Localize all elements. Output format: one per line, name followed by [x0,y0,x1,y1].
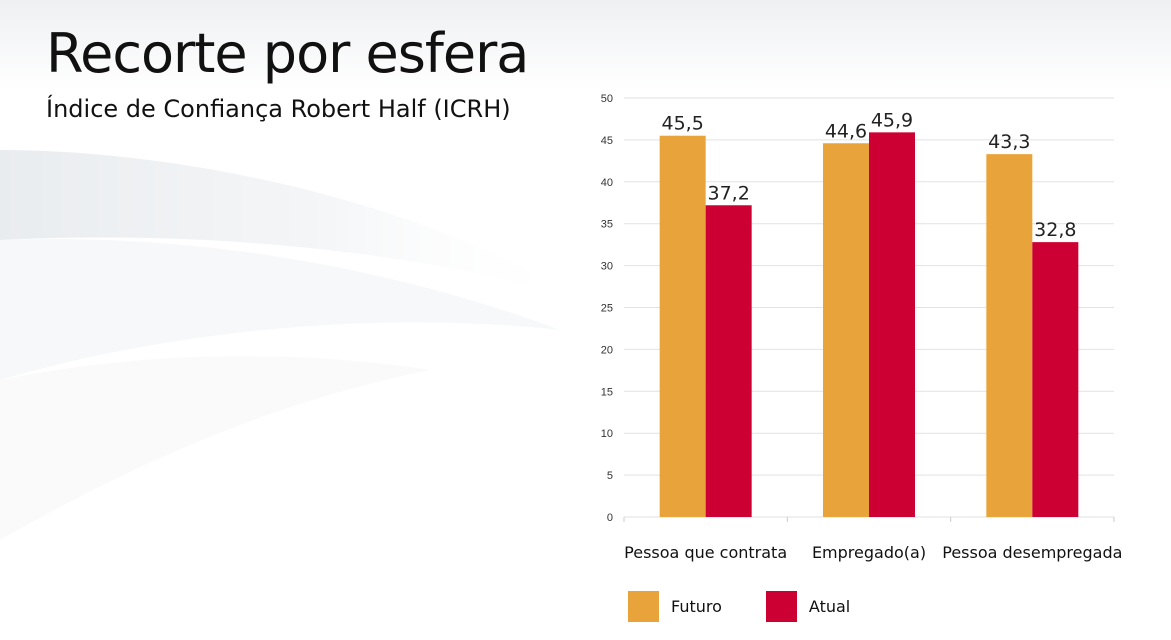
y-tick-label: 30 [601,261,613,273]
x-category-label: Empregado(a) [812,543,926,562]
data-label: 43,3 [988,131,1030,153]
legend-item-atual: Atual [765,591,851,622]
y-tick-label: 5 [607,470,613,482]
legend-label-atual: Atual [808,597,851,616]
bar-atual [705,205,752,518]
y-tick-label: 20 [601,344,613,356]
chart-legend: Futuro Atual [628,591,894,622]
data-label: 44,6 [825,120,867,142]
y-axis-ticks: 0 5 10 15 20 25 30 35 40 45 50 [601,93,613,524]
y-tick-label: 25 [601,303,613,315]
x-axis-categories: Pessoa que contrata Empregado(a) Pessoa de… [624,543,1122,562]
page-subtitle: Índice de Confiança Robert Half (ICRH) [46,95,511,123]
y-tick-label: 40 [601,177,613,189]
legend-swatch-futuro [628,591,659,622]
bar-futuro [659,135,706,517]
bar-atual [1032,242,1079,518]
data-label: 32,8 [1034,219,1076,241]
legend-swatch-atual [765,591,797,622]
y-tick-label: 45 [601,135,613,147]
y-tick-label: 50 [601,93,613,105]
y-tick-label: 15 [601,386,613,398]
bar-atual [869,132,915,517]
data-label: 45,5 [662,113,704,135]
page-title: Recorte por esfera [46,22,529,85]
data-label: 37,2 [708,182,750,204]
x-category-label: Pessoa desempregada [942,543,1122,562]
x-category-label: Pessoa que contrata [624,543,787,562]
y-tick-label: 0 [607,512,613,524]
legend-label-futuro: Futuro [671,597,722,616]
bar-futuro [823,143,869,517]
chart-bars [659,132,1079,518]
y-tick-label: 35 [601,219,613,231]
bar-futuro [986,154,1033,517]
y-tick-label: 10 [601,428,613,440]
legend-item-futuro: Futuro [628,591,722,622]
data-labels: 45,5 37,2 44,6 45,9 43,3 32,8 [662,109,1077,241]
data-label: 45,9 [871,109,913,131]
